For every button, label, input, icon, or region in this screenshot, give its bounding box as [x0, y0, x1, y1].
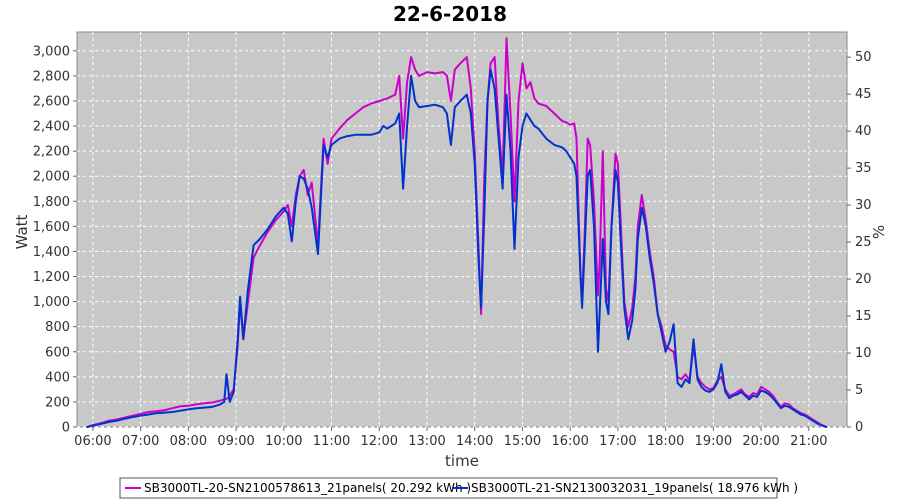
legend-box [119, 477, 778, 499]
y2-tick-label: 35 [855, 161, 872, 176]
y2-tick-label: 25 [855, 235, 872, 250]
x-tick-label: 16:00 [551, 434, 588, 449]
y-tick-label: 800 [45, 320, 70, 335]
y-tick-label: 3,000 [33, 44, 70, 59]
x-tick-label: 17:00 [599, 434, 636, 449]
y-tick-label: 0 [62, 421, 70, 436]
y-tick-label: 1,800 [33, 195, 70, 210]
series-lines [86, 37, 828, 428]
x-axis: 06:00 07:00 08:00 09:00 10:00 11:00 12:00 13:00… [74, 427, 828, 449]
y-axis: 0 200 400 600 800 1,000 1,200 1,400 1,600 1,800 2,… [33, 44, 77, 436]
y2-tick-label: 10 [855, 346, 872, 361]
x-tick-label: 15:00 [504, 434, 541, 449]
x-tick-label: 13:00 [408, 434, 445, 449]
series-line-2 [86, 68, 828, 428]
y2-tick-label: 20 [855, 272, 872, 287]
y-tick-label: 1,600 [33, 220, 70, 235]
x-tick-label: 21:00 [790, 434, 827, 449]
x-tick-label: 18:00 [647, 434, 684, 449]
x-tick-label: 12:00 [361, 434, 398, 449]
y2-tick-label: 5 [855, 383, 863, 398]
x-tick-label: 10:00 [265, 434, 302, 449]
y-tick-label: 2,200 [33, 145, 70, 160]
y2-tick-label: 0 [855, 420, 863, 435]
y2-tick-label: 30 [855, 198, 872, 213]
y2-tick-label: 15 [855, 309, 872, 324]
grid-lines [77, 32, 847, 428]
legend-label-series-1: SB3000TL-20-SN2100578613_21panels( 20.29… [144, 481, 471, 495]
y-tick-label: 1,200 [33, 270, 70, 285]
y2-axis: 0 5 10 15 20 25 30 35 40 45 50 [847, 50, 872, 435]
x-tick-label: 20:00 [742, 434, 779, 449]
x-axis-title: time [445, 452, 479, 470]
series-line-1 [86, 37, 828, 428]
y-tick-label: 2,400 [33, 120, 70, 135]
x-tick-label: 19:00 [695, 434, 732, 449]
y-tick-label: 2,000 [33, 170, 70, 185]
y2-tick-label: 50 [855, 50, 872, 65]
y-tick-label: 2,600 [33, 94, 70, 109]
x-tick-label: 09:00 [217, 434, 254, 449]
y2-axis-title: % [870, 225, 888, 239]
plot-area [76, 31, 848, 428]
y-axis-title: Watt [13, 214, 31, 249]
y-tick-label: 1,400 [33, 245, 70, 260]
y-tick-label: 1,000 [33, 295, 70, 310]
x-tick-label: 06:00 [74, 434, 111, 449]
legend: SB3000TL-20-SN2100578613_21panels( 20.29… [119, 477, 798, 499]
y-tick-label: 600 [45, 345, 70, 360]
chart-title: 22-6-2018 [393, 2, 507, 26]
legend-label-series-2: SB3000TL-21-SN2130032031_19panels( 18.97… [471, 481, 798, 495]
x-tick-label: 11:00 [313, 434, 350, 449]
y2-tick-label: 45 [855, 87, 872, 102]
y-tick-label: 2,800 [33, 69, 70, 84]
y-tick-label: 200 [45, 395, 70, 410]
y-tick-label: 400 [45, 370, 70, 385]
y2-tick-label: 40 [855, 124, 872, 139]
x-tick-label: 07:00 [122, 434, 159, 449]
x-tick-label: 14:00 [456, 434, 493, 449]
x-tick-label: 08:00 [170, 434, 207, 449]
